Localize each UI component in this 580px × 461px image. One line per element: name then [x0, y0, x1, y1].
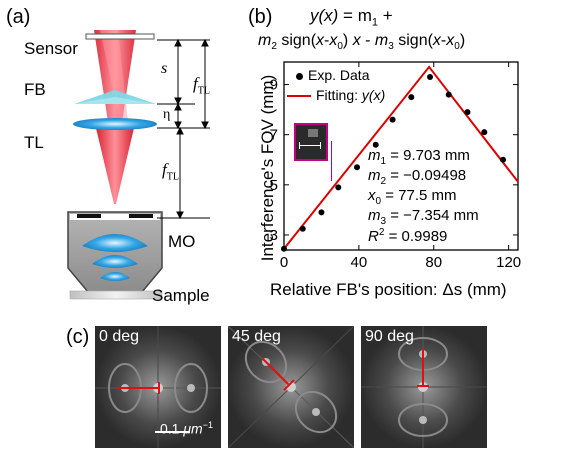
chart-ylabel: Interference's FOV (mm) — [258, 74, 277, 262]
plot-frame — [283, 61, 519, 251]
image-label-90deg: 90 deg — [365, 328, 414, 345]
fov-chart: 0 40 80 120 3 5 7 9 — [270, 61, 521, 271]
tl-label: TL — [24, 133, 44, 152]
data-point — [354, 164, 361, 171]
tube-lens — [73, 118, 157, 130]
mo-label: MO — [168, 232, 196, 251]
param-m3: m3 = −7.354 mm — [368, 207, 479, 227]
fit-equation-line2: m2 sign(x-x0) x - m3 sign(x-x0) — [258, 32, 466, 53]
image-label-0deg: 0 deg — [99, 328, 140, 345]
data-point — [464, 109, 471, 116]
dim-eta-label: η — [163, 107, 171, 122]
param-m1: m1 = 9.703 mm — [368, 147, 470, 167]
dim-s-label: s — [161, 60, 168, 77]
y-tick-label: 9 — [270, 77, 278, 94]
dim-ftl-lower-label: fTL — [162, 160, 179, 183]
objective-lens-3 — [100, 272, 130, 281]
data-point — [408, 94, 415, 101]
y-tick-label: 7 — [270, 127, 278, 144]
objective-lens-1 — [82, 234, 148, 252]
inset-fringe-image — [294, 123, 328, 161]
fourier-image-0deg: 0 deg — [95, 326, 221, 448]
sample-label: Sample — [152, 286, 210, 305]
image-label-45deg: 45 deg — [232, 328, 281, 345]
legend-line-icon — [287, 95, 311, 98]
x-tick-label: 40 — [351, 254, 368, 271]
fit-line — [283, 65, 519, 250]
data-point — [500, 156, 507, 163]
panel-b-letter: (b) — [248, 6, 273, 28]
y-tick-label: 3 — [270, 227, 278, 244]
data-point — [299, 225, 306, 232]
beam-lower — [96, 128, 134, 204]
objective-lens-2 — [92, 255, 138, 268]
dim-ftl-upper-label: fTL — [193, 74, 210, 97]
x-tick-label: 120 — [496, 254, 521, 271]
y-tick-label: 5 — [270, 177, 278, 194]
chart-xlabel: Relative FB's position: Δs (mm) — [270, 280, 507, 299]
panel-a-letter: (a) — [6, 6, 31, 28]
x-tick-label: 0 — [280, 254, 288, 271]
data-point — [318, 209, 325, 216]
panel-c-letter: (c) — [66, 326, 90, 348]
legend-exp-entry: Exp. Data — [296, 67, 369, 83]
fourier-image-90deg: 90 deg — [361, 326, 487, 448]
scalebar-label: 0.1 μm−1 — [160, 420, 213, 437]
data-point — [372, 141, 379, 148]
measure-line-45deg — [261, 357, 290, 386]
data-point — [389, 116, 396, 123]
legend-fit-entry: Fitting: y(x) — [287, 87, 385, 103]
data-point — [427, 74, 434, 81]
data-point — [481, 129, 488, 136]
x-tick-label: 80 — [425, 254, 442, 271]
param-r2: R2 = 0.9989 — [368, 227, 448, 245]
sensor-plate — [85, 33, 155, 40]
fourier-image-45deg: 45 deg — [228, 326, 354, 448]
param-x0: x0 = 77.5 mm — [368, 187, 457, 207]
fb-label: FB — [24, 80, 46, 99]
data-point — [335, 184, 342, 191]
sensor-label: Sensor — [24, 39, 78, 58]
optical-setup-diagram — [67, 30, 210, 300]
data-point — [445, 91, 452, 98]
sample-slide — [69, 290, 163, 300]
param-m2: m2 = −0.09498 — [368, 167, 467, 187]
fit-equation-line1: y(x) = m1 + — [310, 6, 393, 29]
legend-dot-icon — [296, 72, 303, 80]
inset-pointer — [331, 141, 332, 181]
